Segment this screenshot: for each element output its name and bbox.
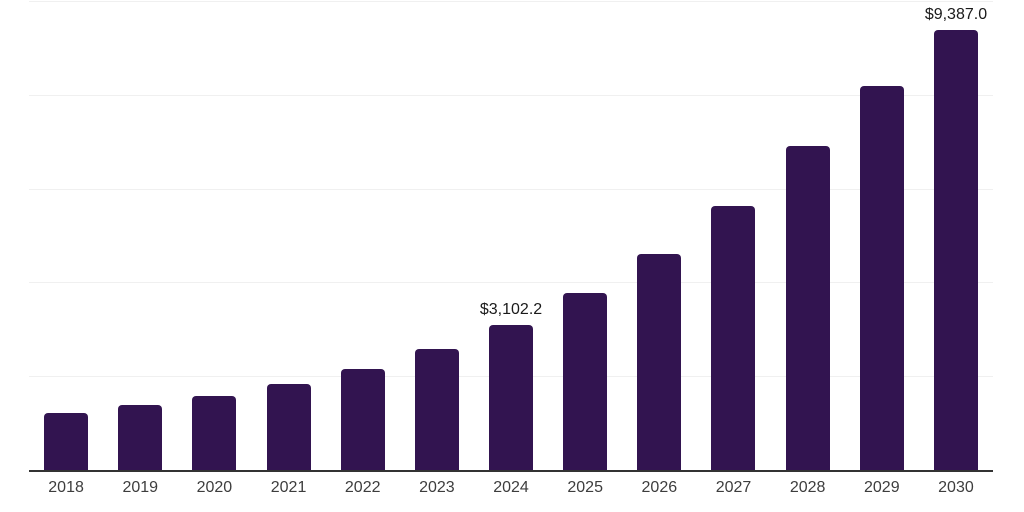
bar [44,412,89,470]
bar-group [548,1,622,470]
bar [785,146,830,470]
bar [711,205,756,470]
x-tick-label: 2028 [789,479,826,496]
bar-group [177,1,251,470]
x-tick-label: 2021 [270,479,307,496]
x-tick-label: 2029 [864,479,900,496]
gridline [29,282,993,284]
bar-group [845,1,919,470]
bar [266,383,311,470]
plot-area: $3,102.2 $9,387.0 [29,1,993,472]
bar-group [622,1,696,470]
x-axis: 2018 2019 2020 2021 2022 2023 2024 2025 2026 2027… [29,478,993,498]
bar [340,368,385,470]
x-tick-label: 2026 [641,479,678,496]
x-tick-label: 2024 [493,479,529,496]
gridline [29,1,993,2]
bar-group [696,1,770,470]
bar [859,86,904,470]
x-tick-label: 2018 [48,479,84,496]
bar-group [771,1,845,470]
gridline [29,94,993,96]
bar-group [400,1,474,470]
bar [563,293,608,470]
x-tick-label: 2030 [938,479,974,496]
bar [414,349,459,470]
x-tick-label: 2020 [196,479,233,496]
bar-group: $3,102.2 [474,1,548,470]
x-tick-label: 2027 [715,479,752,496]
gridline [29,188,993,190]
bar [933,29,978,470]
bar-group [251,1,325,470]
bar-value-label: $3,102.2 [479,300,543,318]
bar-group [29,1,103,470]
bar-value-label: $9,387.0 [924,5,988,23]
bar [118,405,163,470]
bar-group [326,1,400,470]
bar-group: $9,387.0 [919,1,993,470]
x-tick-label: 2022 [344,479,381,496]
x-tick-label: 2025 [567,479,603,496]
x-tick-label: 2023 [419,479,455,496]
bar [192,395,237,470]
bar [489,324,534,470]
bars-container: $3,102.2 $9,387.0 [29,1,993,470]
bar [637,254,682,470]
bar-group [103,1,177,470]
x-tick-label: 2019 [122,479,159,496]
